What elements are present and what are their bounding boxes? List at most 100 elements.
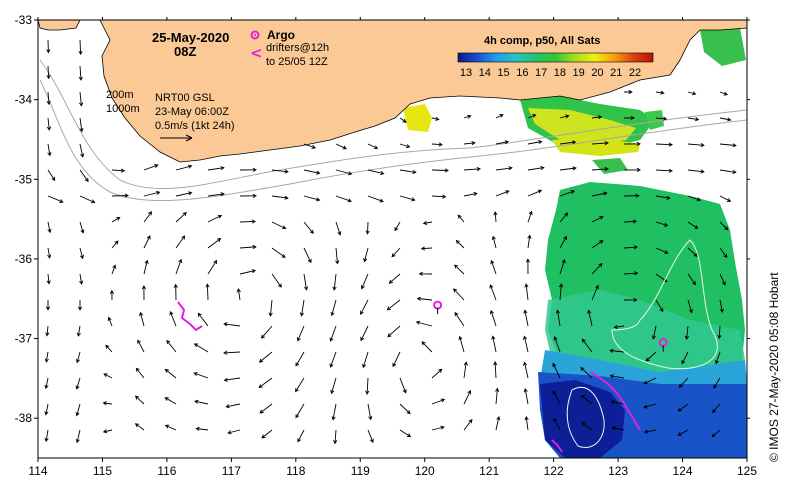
current-arrow [591, 215, 604, 223]
current-arrow [207, 238, 222, 249]
current-arrow [239, 193, 257, 198]
current-arrow [591, 191, 608, 197]
current-arrow [431, 116, 440, 121]
current-arrow [523, 361, 529, 379]
sst-yellow-patch [403, 104, 432, 132]
altimetry-date: 23-May 06:00Z [155, 106, 229, 118]
current-arrow [44, 403, 49, 416]
current-arrow [581, 338, 593, 353]
argo-legend-label: Argo [267, 28, 295, 42]
current-arrow [719, 299, 724, 314]
current-arrow [687, 169, 705, 174]
current-arrow [463, 191, 478, 197]
current-arrow [454, 311, 465, 327]
current-arrow [175, 211, 187, 223]
current-arrow [491, 335, 497, 353]
isobath-200m [39, 59, 747, 190]
sst-contour-north [611, 239, 718, 370]
current-arrow [527, 234, 532, 249]
isobath-200m-label: 200m [106, 89, 134, 101]
current-arrow [47, 143, 52, 157]
current-arrow [261, 429, 273, 439]
current-arrow [415, 320, 433, 327]
current-arrow [332, 273, 337, 291]
drifter-legend-line2: to 25/05 12Z [266, 56, 328, 68]
current-arrow [45, 325, 50, 337]
current-arrow [623, 219, 638, 224]
current-arrow [271, 169, 289, 174]
colorbar-tick-label: 13 [460, 67, 472, 79]
isobath-1000m-label: 1000m [106, 103, 140, 115]
current-arrow [363, 247, 369, 263]
current-arrow [655, 221, 669, 227]
drifter-track [551, 439, 563, 453]
current-arrow [335, 169, 353, 176]
current-arrow [329, 351, 337, 368]
current-arrow [46, 91, 51, 106]
current-arrow [333, 429, 338, 445]
current-arrow [643, 429, 657, 434]
current-arrow [79, 247, 85, 260]
y-tick-label: -34 [15, 93, 33, 107]
current-arrow [388, 273, 401, 284]
current-arrow [166, 339, 177, 353]
y-axis: -33 -34 -35 -36 -37 -38 [15, 13, 750, 425]
current-arrow [299, 299, 305, 317]
current-arrow [225, 403, 241, 409]
current-arrow [360, 299, 369, 316]
current-arrow [360, 325, 369, 342]
current-arrow [651, 325, 657, 340]
plot-frame [37, 19, 748, 459]
current-arrow [367, 429, 374, 444]
current-arrow [463, 418, 473, 431]
current-arrow [45, 300, 51, 311]
current-arrow [134, 395, 145, 405]
current-arrow [164, 397, 177, 405]
y-tick-label: -37 [15, 332, 33, 346]
y-tick-label: -38 [15, 411, 33, 425]
argo-legend-marker [250, 30, 260, 40]
current-arrow [399, 195, 416, 202]
current-arrow [711, 403, 721, 414]
current-arrow [719, 91, 728, 96]
current-arrow [399, 377, 407, 394]
current-arrow [78, 39, 83, 56]
current-arrow [173, 283, 178, 301]
current-arrow [399, 117, 407, 123]
current-arrow [687, 195, 702, 202]
colorbar-title: 4h comp, p50, All Sats [484, 35, 600, 47]
current-arrow [193, 372, 209, 379]
x-tick-label: 121 [479, 464, 499, 478]
current-arrow [295, 403, 305, 419]
current-arrow [495, 114, 504, 119]
altimetry-legend: NRT00 GSL 23-May 06:00Z 0.5m/s (1kt 24h) [155, 92, 234, 142]
x-tick-label: 122 [544, 464, 564, 478]
current-arrow [524, 283, 529, 301]
current-arrow [239, 269, 257, 275]
current-arrow [271, 247, 286, 258]
current-arrow [271, 273, 282, 288]
colorbar-tick-label: 16 [516, 67, 528, 79]
current-arrow [46, 273, 51, 285]
current-arrow [495, 190, 510, 197]
x-tick-label: 125 [737, 464, 757, 478]
current-arrow [164, 424, 177, 431]
cape-leeuwin [37, 19, 81, 31]
current-arrow [143, 164, 159, 171]
current-arrow [105, 344, 113, 353]
current-arrow [111, 240, 119, 249]
current-arrow [44, 351, 49, 363]
current-arrow [79, 195, 96, 204]
current-arrow [111, 193, 129, 198]
sst-green-patch-se [700, 28, 746, 66]
current-arrow [655, 116, 668, 121]
current-arrow [655, 247, 669, 254]
current-arrow [591, 239, 604, 249]
x-tick-label: 124 [673, 464, 693, 478]
current-arrow [102, 429, 113, 434]
current-arrow [303, 169, 321, 175]
current-arrow [197, 312, 209, 327]
current-arrow [613, 324, 625, 330]
current-arrow [687, 273, 696, 286]
current-arrow [399, 403, 411, 415]
